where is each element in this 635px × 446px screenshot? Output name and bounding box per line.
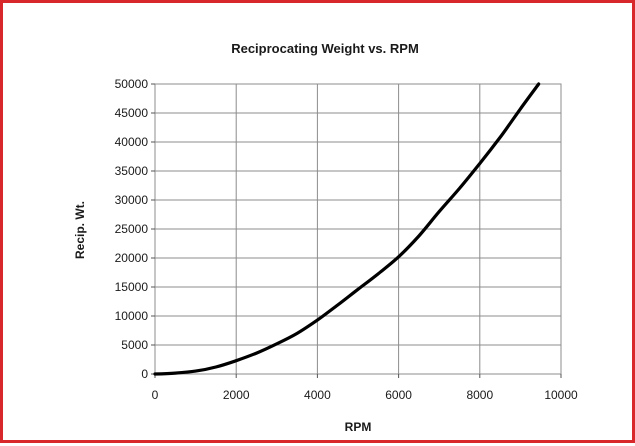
- y-tick-label: 45000: [115, 106, 149, 120]
- x-tick-label: 6000: [385, 388, 412, 402]
- x-tick-label: 2000: [223, 388, 250, 402]
- x-tick-label: 0: [152, 388, 159, 402]
- y-tick-label: 5000: [121, 338, 148, 352]
- y-tick-label: 50000: [115, 77, 149, 91]
- y-tick-label: 35000: [115, 164, 149, 178]
- y-tick-label: 15000: [115, 280, 149, 294]
- chart: Reciprocating Weight vs. RPM 0 2000 4000 60…: [73, 41, 578, 434]
- x-tick-label: 4000: [304, 388, 331, 402]
- y-axis: 0 5000 10000 15000 20000 25000 30000 35000 40000…: [115, 77, 155, 381]
- grid: [154, 83, 562, 375]
- series-line: [153, 82, 541, 376]
- y-tick-label: 40000: [115, 135, 149, 149]
- x-axis-label: RPM: [345, 420, 372, 434]
- y-tick-label: 25000: [115, 222, 149, 236]
- y-tick-label: 0: [141, 367, 148, 381]
- y-tick-label: 10000: [115, 309, 149, 323]
- x-tick-label: 8000: [466, 388, 493, 402]
- y-tick-label: 30000: [115, 193, 149, 207]
- y-tick-label: 20000: [115, 251, 149, 265]
- x-tick-label: 10000: [544, 388, 578, 402]
- y-axis-label: Recip. Wt.: [73, 201, 87, 259]
- x-axis: 0 2000 4000 6000 8000 10000: [152, 374, 578, 402]
- chart-title: Reciprocating Weight vs. RPM: [231, 41, 419, 56]
